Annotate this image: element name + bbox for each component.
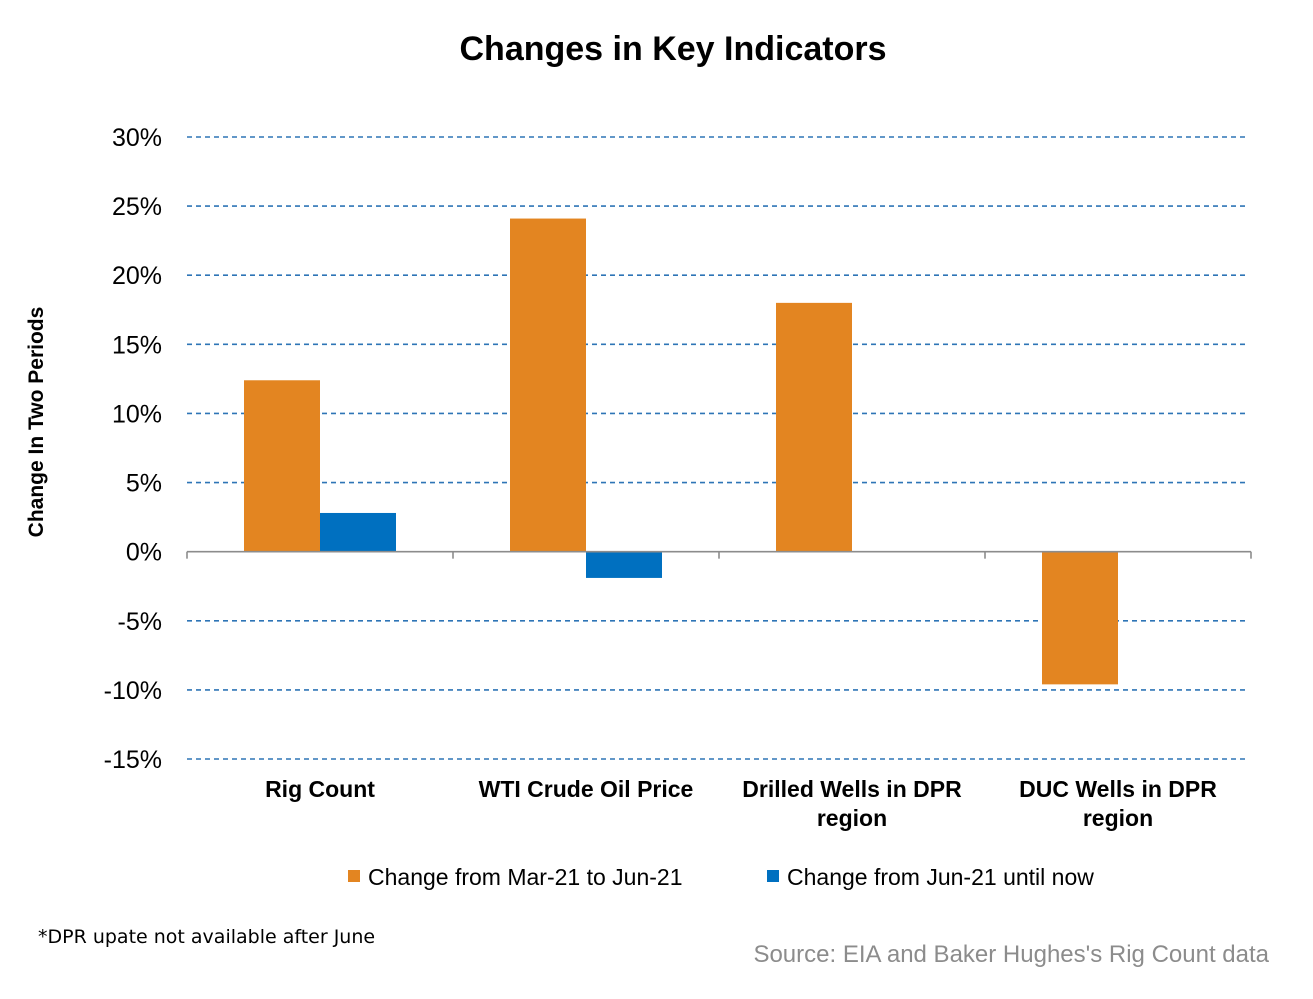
y-tick-label: 20%: [112, 262, 162, 290]
bar: [586, 551, 662, 578]
chart-title: Changes in Key Indicators: [460, 30, 887, 68]
legend-label: Change from Mar-21 to Jun-21: [368, 864, 683, 890]
y-tick-label: -15%: [104, 746, 162, 774]
y-tick-label: 15%: [112, 331, 162, 359]
legend-swatch: [348, 870, 360, 882]
footnote: *DPR upate not available after June: [38, 926, 376, 948]
y-tick-label: -10%: [104, 677, 162, 705]
source-note: Source: EIA and Baker Hughes's Rig Count…: [753, 941, 1269, 968]
y-axis-ticks: 30% 25% 20% 15% 10% 5% 0% -5% -10% -15%: [104, 124, 162, 774]
category-label: region: [1083, 805, 1153, 831]
bar: [320, 512, 396, 552]
legend-swatch: [767, 870, 779, 882]
category-label: DUC Wells in DPR: [1019, 776, 1217, 802]
bars: [244, 218, 1118, 685]
y-tick-label: -5%: [118, 608, 162, 636]
y-tick-label: 0%: [126, 539, 162, 567]
category-label: region: [817, 805, 887, 831]
y-axis-label: Change In Two Periods: [25, 307, 48, 538]
category-labels: Rig Count WTI Crude Oil Price Drilled Well…: [265, 776, 1217, 831]
y-tick-label: 25%: [112, 193, 162, 221]
legend: Change from Mar-21 to Jun-21 Change from …: [348, 864, 1094, 890]
y-tick-label: 5%: [126, 470, 162, 498]
category-label: Drilled Wells in DPR: [742, 776, 962, 802]
bar: [244, 380, 320, 552]
category-label: WTI Crude Oil Price: [479, 776, 694, 802]
x-axis: [186, 550, 1252, 559]
category-label: Rig Count: [265, 776, 375, 802]
y-tick-label: 10%: [112, 400, 162, 428]
bar: [776, 302, 852, 552]
legend-label: Change from Jun-21 until now: [787, 864, 1094, 890]
bar: [1042, 551, 1118, 685]
y-tick-label: 30%: [112, 124, 162, 152]
bar: [510, 218, 586, 552]
